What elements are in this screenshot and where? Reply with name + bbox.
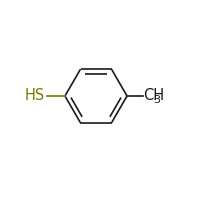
- Text: CH: CH: [143, 88, 164, 104]
- Text: 3: 3: [153, 95, 160, 105]
- Text: HS: HS: [24, 88, 45, 104]
